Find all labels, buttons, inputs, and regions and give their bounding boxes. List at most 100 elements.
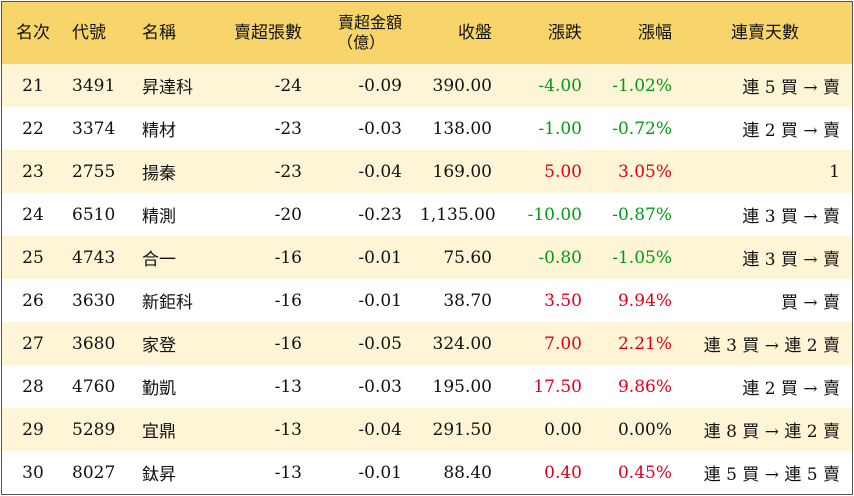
table-row[interactable]: 25 4743 合一 -16 -0.01 75.60 -0.80 -1.05% 連 3 買 → … bbox=[2, 236, 852, 279]
header-row: 名次 代號 名稱 賣超張數 賣超金額 （億） 收盤 漲跌 漲幅 連賣天數 bbox=[2, 2, 852, 64]
header-rank[interactable]: 名次 bbox=[16, 23, 50, 43]
header-sell-amount-unit: （億） bbox=[336, 33, 385, 52]
cell-sell-amount: -0.03 bbox=[358, 376, 402, 397]
cell-streak: 連 5 買 → 賣 bbox=[742, 78, 840, 98]
header-sell-lots[interactable]: 賣超張數 bbox=[234, 23, 302, 43]
header-code[interactable]: 代號 bbox=[72, 23, 106, 43]
cell-name: 精材 bbox=[142, 121, 176, 141]
cell-name: 勤凱 bbox=[142, 379, 176, 399]
cell-rank: 24 bbox=[22, 204, 44, 225]
cell-rank: 23 bbox=[22, 161, 44, 182]
cell-rank: 22 bbox=[22, 118, 44, 139]
table-row[interactable]: 29 5289 宜鼎 -13 -0.04 291.50 0.00 0.00% 連 8 買 → 連… bbox=[2, 408, 852, 451]
table-row[interactable]: 24 6510 精測 -20 -0.23 1,135.00 -10.00 -0.87% 連 3 … bbox=[2, 193, 852, 236]
cell-code: 3680 bbox=[72, 333, 116, 354]
cell-code: 3491 bbox=[72, 75, 116, 96]
cell-code: 6510 bbox=[72, 204, 116, 225]
cell-change: 0.00 bbox=[544, 419, 582, 440]
cell-sell-lots: -23 bbox=[274, 161, 302, 182]
cell-sell-amount: -0.01 bbox=[358, 290, 402, 311]
table-row[interactable]: 26 3630 新鉅科 -16 -0.01 38.70 3.50 9.94% 買 → 賣 bbox=[2, 279, 852, 322]
header-name[interactable]: 名稱 bbox=[142, 23, 176, 43]
cell-name: 精測 bbox=[142, 207, 176, 227]
cell-sell-lots: -23 bbox=[274, 118, 302, 139]
cell-rank: 30 bbox=[22, 462, 44, 483]
cell-rank: 27 bbox=[22, 333, 44, 354]
cell-streak: 連 3 買 → 賣 bbox=[742, 207, 840, 227]
cell-change: -10.00 bbox=[527, 204, 582, 225]
cell-name: 昇達科 bbox=[142, 78, 193, 98]
cell-streak: 1 bbox=[829, 161, 840, 182]
table-row[interactable]: 22 3374 精材 -23 -0.03 138.00 -1.00 -0.72% 連 2 買 →… bbox=[2, 107, 852, 150]
cell-change: -1.00 bbox=[538, 118, 582, 139]
cell-change-pct: 0.00% bbox=[617, 419, 672, 440]
cell-sell-amount: -0.04 bbox=[358, 419, 402, 440]
cell-name: 揚秦 bbox=[142, 164, 176, 184]
cell-change-pct: 9.86% bbox=[617, 376, 672, 397]
cell-change: -0.80 bbox=[538, 247, 582, 268]
cell-name: 新鉅科 bbox=[142, 293, 193, 313]
cell-rank: 29 bbox=[22, 419, 44, 440]
cell-rank: 26 bbox=[22, 290, 44, 311]
table-row[interactable]: 21 3491 昇達科 -24 -0.09 390.00 -4.00 -1.02% 連 5 買 … bbox=[2, 64, 852, 107]
cell-streak: 連 2 買 → 賣 bbox=[742, 379, 840, 399]
cell-close: 75.60 bbox=[443, 247, 492, 268]
cell-sell-amount: -0.04 bbox=[358, 161, 402, 182]
cell-sell-lots: -16 bbox=[274, 333, 302, 354]
cell-sell-amount: -0.03 bbox=[358, 118, 402, 139]
cell-streak: 連 3 買 → 賣 bbox=[742, 250, 840, 270]
table-row[interactable]: 23 2755 揚秦 -23 -0.04 169.00 5.00 3.05% 1 bbox=[2, 150, 852, 193]
cell-code: 4743 bbox=[72, 247, 116, 268]
cell-sell-lots: -24 bbox=[274, 75, 302, 96]
cell-close: 1,135.00 bbox=[420, 204, 496, 225]
cell-change-pct: -1.05% bbox=[612, 247, 672, 268]
cell-code: 3630 bbox=[72, 290, 116, 311]
cell-change: 3.50 bbox=[544, 290, 582, 311]
cell-code: 8027 bbox=[72, 462, 116, 483]
cell-sell-lots: -16 bbox=[274, 247, 302, 268]
cell-change: 5.00 bbox=[544, 161, 582, 182]
header-streak[interactable]: 連賣天數 bbox=[731, 23, 799, 43]
cell-sell-amount: -0.09 bbox=[358, 75, 402, 96]
cell-close: 390.00 bbox=[432, 75, 492, 96]
header-sell-amount[interactable]: 賣超金額 （億） bbox=[314, 2, 414, 64]
cell-streak: 連 3 買 → 連 2 賣 bbox=[703, 336, 840, 356]
cell-change: 17.50 bbox=[533, 376, 582, 397]
cell-change-pct: -0.72% bbox=[612, 118, 672, 139]
cell-sell-lots: -13 bbox=[274, 462, 302, 483]
cell-change-pct: -0.87% bbox=[612, 204, 672, 225]
cell-code: 4760 bbox=[72, 376, 116, 397]
cell-streak: 連 2 買 → 賣 bbox=[742, 121, 840, 141]
cell-name: 家登 bbox=[142, 336, 176, 356]
cell-name: 宜鼎 bbox=[142, 422, 176, 442]
cell-change-pct: 3.05% bbox=[617, 161, 672, 182]
header-change-pct[interactable]: 漲幅 bbox=[638, 23, 672, 43]
header-change[interactable]: 漲跌 bbox=[548, 23, 582, 43]
cell-sell-lots: -13 bbox=[274, 376, 302, 397]
cell-change: 0.40 bbox=[544, 462, 582, 483]
cell-sell-lots: -16 bbox=[274, 290, 302, 311]
cell-code: 5289 bbox=[72, 419, 116, 440]
cell-sell-amount: -0.05 bbox=[358, 333, 402, 354]
cell-change-pct: 0.45% bbox=[617, 462, 672, 483]
table-row[interactable]: 28 4760 勤凱 -13 -0.03 195.00 17.50 9.86% 連 2 買 → … bbox=[2, 365, 852, 408]
cell-streak: 連 5 買 → 連 5 賣 bbox=[703, 465, 840, 485]
table-row[interactable]: 27 3680 家登 -16 -0.05 324.00 7.00 2.21% 連 3 買 → 連… bbox=[2, 322, 852, 365]
table-row[interactable]: 30 8027 鈦昇 -13 -0.01 88.40 0.40 0.45% 連 5 買 → 連 … bbox=[2, 451, 852, 494]
cell-change-pct: 9.94% bbox=[617, 290, 672, 311]
header-sell-amount-label: 賣超金額 bbox=[337, 13, 402, 32]
cell-sell-lots: -20 bbox=[274, 204, 302, 225]
cell-change: -4.00 bbox=[538, 75, 582, 96]
cell-name: 鈦昇 bbox=[142, 465, 176, 485]
cell-change-pct: -1.02% bbox=[612, 75, 672, 96]
cell-change-pct: 2.21% bbox=[617, 333, 672, 354]
cell-close: 195.00 bbox=[432, 376, 492, 397]
cell-rank: 28 bbox=[22, 376, 44, 397]
cell-close: 38.70 bbox=[443, 290, 492, 311]
header-close[interactable]: 收盤 bbox=[458, 23, 492, 43]
cell-close: 138.00 bbox=[432, 118, 492, 139]
cell-code: 2755 bbox=[72, 161, 116, 182]
cell-change: 7.00 bbox=[544, 333, 582, 354]
